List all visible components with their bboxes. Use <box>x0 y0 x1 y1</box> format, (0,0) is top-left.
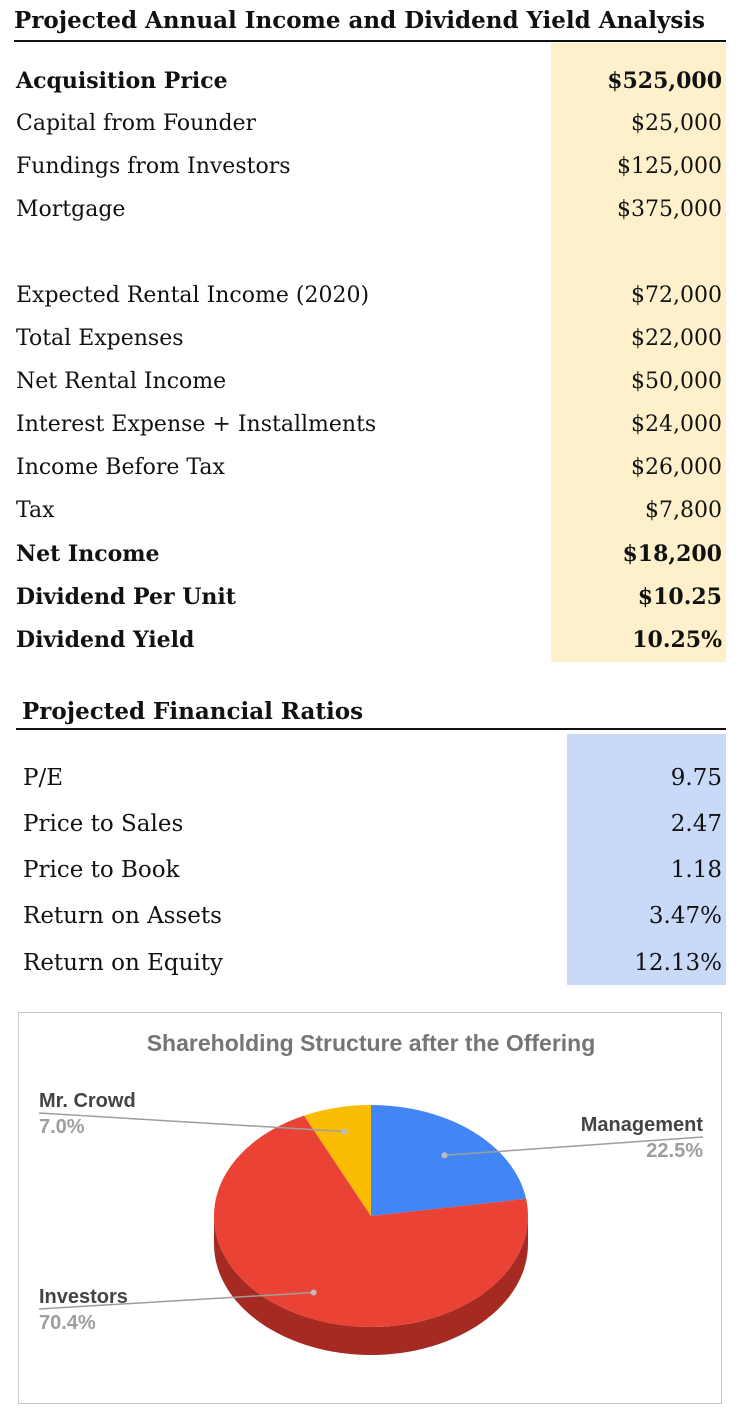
table-row: P/E 9.75 <box>23 758 722 798</box>
chart-title: Shareholding Structure after the Offerin… <box>147 1030 596 1056</box>
slice-value-label: 70.4% <box>39 1312 96 1334</box>
row-label: Income Before Tax <box>16 455 225 480</box>
row-value: $25,000 <box>631 111 722 136</box>
callout-line <box>38 1291 314 1310</box>
table-row: Net Income $18,200 <box>16 537 722 571</box>
ratios-values-highlight <box>567 734 726 985</box>
row-value: 3.47% <box>648 903 722 929</box>
row-label: Acquisition Price <box>16 68 228 94</box>
row-label: Expected Rental Income (2020) <box>16 283 370 308</box>
row-value: $22,000 <box>631 326 722 351</box>
income-table-title: Projected Annual Income and Dividend Yie… <box>14 6 726 42</box>
callout-dot <box>310 1289 317 1296</box>
row-value: $24,000 <box>631 412 722 437</box>
callout-line <box>444 1136 704 1157</box>
row-value: 1.18 <box>670 857 722 883</box>
table-row: Acquisition Price $525,000 <box>16 64 722 98</box>
row-label: Dividend Per Unit <box>16 584 236 610</box>
table-row: Mortgage $375,000 <box>16 193 722 227</box>
table-row: Net Rental Income $50,000 <box>16 365 722 399</box>
row-label: Interest Expense + Installments <box>16 412 377 437</box>
row-value: 2.47 <box>670 811 722 837</box>
slice-label: Mr. Crowd <box>39 1090 136 1112</box>
slice-value-label: 7.0% <box>39 1116 85 1138</box>
ratios-table-title: Projected Financial Ratios <box>16 694 726 730</box>
table-row: Fundings from Investors $125,000 <box>16 150 722 184</box>
row-label: Price to Book <box>23 857 180 883</box>
callout-dot <box>341 1128 348 1135</box>
row-label: Mortgage <box>16 197 126 222</box>
row-value: $125,000 <box>617 154 722 179</box>
pie-slice-mr-crowd <box>304 1105 371 1216</box>
row-label: Dividend Yield <box>16 627 195 653</box>
row-value: 9.75 <box>670 765 722 791</box>
income-values-highlight <box>551 43 726 662</box>
pie-slice-management <box>371 1105 527 1216</box>
row-label: Price to Sales <box>23 811 184 837</box>
row-label: Total Expenses <box>16 326 184 351</box>
pie-slice-investors <box>213 1115 528 1327</box>
row-value: $72,000 <box>631 283 722 308</box>
row-value: $18,200 <box>622 541 722 567</box>
table-row: Interest Expense + Installments $24,000 <box>16 408 722 442</box>
pie-chart: Shareholding Structure after the Offerin… <box>18 1012 722 1404</box>
callout-line <box>38 1112 345 1133</box>
row-value: 12.13% <box>634 950 722 976</box>
row-value: $50,000 <box>631 369 722 394</box>
slice-label: Management <box>581 1114 704 1136</box>
row-label: Return on Assets <box>23 903 222 929</box>
row-label: Capital from Founder <box>16 111 257 136</box>
row-label: Tax <box>16 498 55 523</box>
table-row: Return on Assets 3.47% <box>23 896 722 936</box>
table-row: Income Before Tax $26,000 <box>16 451 722 485</box>
row-label: Net Rental Income <box>16 369 227 394</box>
table-row: Dividend Yield 10.25% <box>16 623 722 657</box>
row-label: Net Income <box>16 541 160 567</box>
row-value: $7,800 <box>645 498 722 523</box>
table-row: Capital from Founder $25,000 <box>16 107 722 141</box>
row-value: $10.25 <box>637 584 722 610</box>
pie-slice-side <box>214 1216 528 1355</box>
table-row: Tax $7,800 <box>16 494 722 528</box>
row-label: Return on Equity <box>23 950 223 976</box>
row-value: 10.25% <box>632 627 722 653</box>
table-row: Price to Sales 2.47 <box>23 804 722 844</box>
slice-value-label: 22.5% <box>646 1140 703 1162</box>
table-row: Price to Book 1.18 <box>23 850 722 890</box>
pie-chart-svg: Shareholding Structure after the Offerin… <box>38 1030 704 1355</box>
row-label: Fundings from Investors <box>16 154 291 179</box>
row-value: $375,000 <box>617 197 722 222</box>
row-value: $26,000 <box>631 455 722 480</box>
table-row: Return on Equity 12.13% <box>23 943 722 983</box>
callout-dot <box>441 1152 448 1159</box>
row-label: P/E <box>23 765 64 791</box>
table-row: Dividend Per Unit $10.25 <box>16 580 722 614</box>
table-row: Total Expenses $22,000 <box>16 322 722 356</box>
table-row: Expected Rental Income (2020) $72,000 <box>16 279 722 313</box>
slice-label: Investors <box>39 1286 128 1308</box>
row-value: $525,000 <box>607 68 722 94</box>
